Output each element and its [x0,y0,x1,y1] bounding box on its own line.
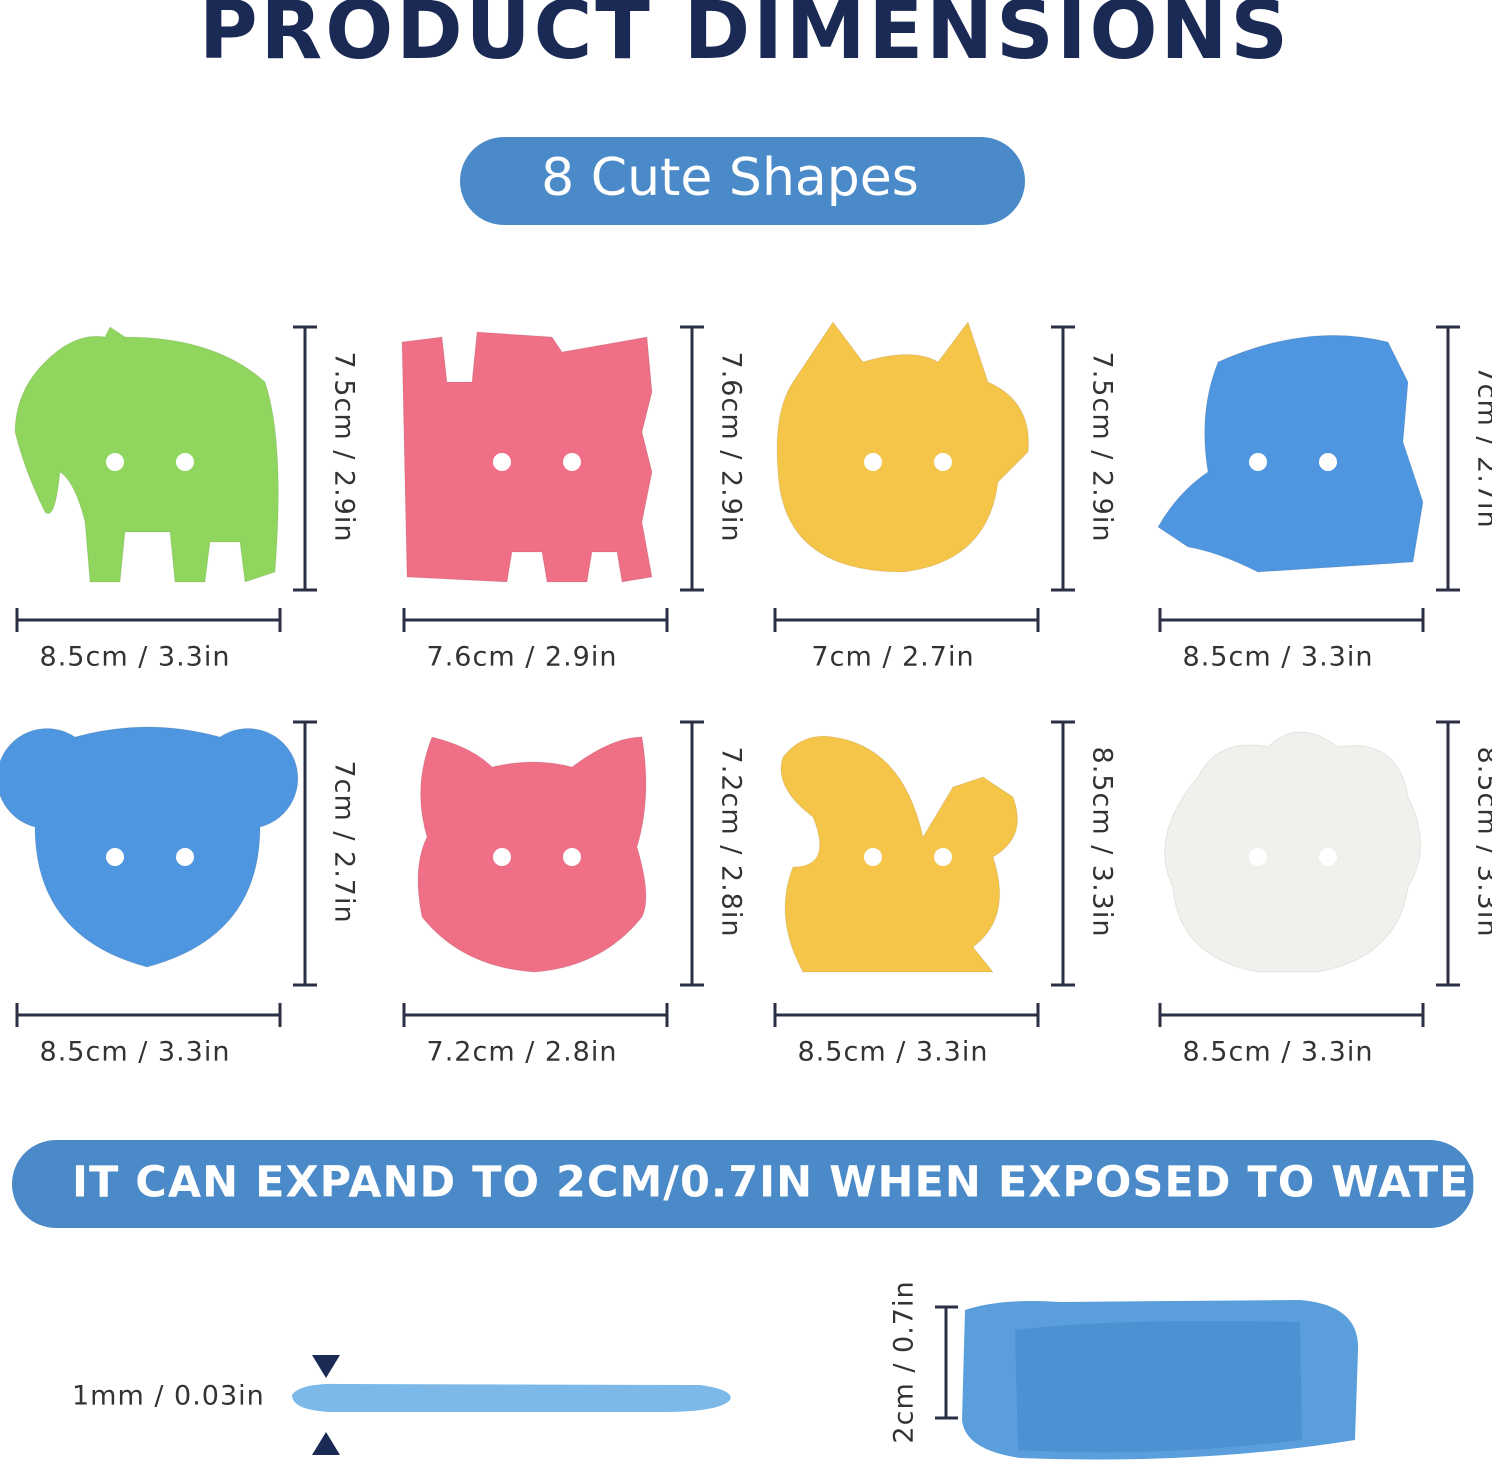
width-label: 7.6cm / 2.9in [427,642,618,673]
width-bracket [402,1003,669,1027]
sponge [401,331,653,583]
sponge [1157,334,1424,573]
eye-hole [934,848,952,866]
width-bracket [15,1003,282,1027]
width-label: 8.5cm / 3.3in [40,642,231,673]
eye-hole [106,848,124,866]
thin-label: 1mm / 0.03in [72,1381,265,1412]
arrow-up [312,1432,340,1455]
thin-sponge [292,1383,731,1412]
eye-hole [176,848,194,866]
eye-hole [493,453,511,471]
banner [12,1140,1474,1228]
arrow-down [312,1355,340,1378]
height-bracket [935,1305,958,1420]
eye-hole [1249,453,1267,471]
banner-text: IT CAN EXPAND TO 2CM/0.7IN WHEN EXPOSED … [72,1158,1492,1208]
height-label: 7.5cm / 2.9in [1087,352,1118,543]
eye-hole [1319,453,1337,471]
badge-text: 8 Cute Shapes [541,148,919,208]
height-label: 8.5cm / 3.3in [1087,747,1118,938]
height-bracket [680,720,704,987]
sponge [417,736,647,973]
sponge [14,326,279,583]
eye-hole [106,453,124,471]
width-bracket [1158,608,1425,632]
eye-hole [1249,848,1267,866]
height-bracket [1051,720,1075,987]
title: PRODUCT DIMENSIONS [199,0,1291,77]
height-bracket [293,325,317,592]
height-bracket [1436,325,1460,592]
thick-sponge-face [1015,1321,1302,1453]
width-label: 7.2cm / 2.8in [427,1037,618,1068]
width-bracket [15,608,282,632]
eye-hole [563,453,581,471]
eye-hole [176,453,194,471]
thick-label: 2cm / 0.7in [889,1280,920,1443]
width-label: 8.5cm / 3.3in [1183,642,1374,673]
height-label: 7.5cm / 2.9in [329,352,360,543]
width-label: 8.5cm / 3.3in [798,1037,989,1068]
eye-hole [1319,848,1337,866]
eye-hole [864,453,882,471]
height-bracket [1051,325,1075,592]
height-label: 8.5cm / 3.3in [1472,747,1492,938]
width-bracket [773,1003,1040,1027]
eye-hole [864,848,882,866]
eye-hole [493,848,511,866]
width-label: 8.5cm / 3.3in [1183,1037,1374,1068]
height-label: 7cm / 2.7in [329,760,360,923]
height-label: 7.6cm / 2.9in [716,352,747,543]
shape-grid: 7.5cm / 2.9in 8.5cm / 3.3in 7.6cm / 2.9in 7… [0,320,1492,1068]
height-label: 7cm / 2.7in [1472,365,1492,528]
sponge [0,726,299,968]
sponge [1164,731,1421,973]
height-bracket [1436,720,1460,987]
width-bracket [1158,1003,1425,1027]
height-bracket [680,325,704,592]
width-bracket [773,608,1040,632]
badge [460,137,1025,225]
width-label: 7cm / 2.7in [811,642,974,673]
height-bracket [293,720,317,987]
sponge [780,735,1018,973]
eye-hole [563,848,581,866]
height-label: 7.2cm / 2.8in [716,747,747,938]
eye-hole [934,453,952,471]
width-bracket [402,608,669,632]
sponge [776,320,1029,573]
width-label: 8.5cm / 3.3in [40,1037,231,1068]
